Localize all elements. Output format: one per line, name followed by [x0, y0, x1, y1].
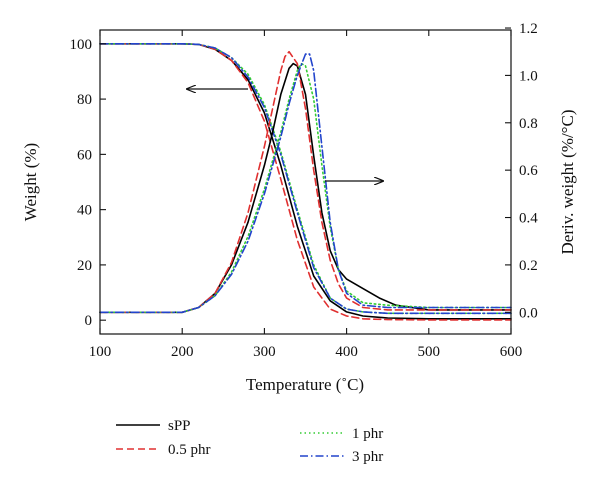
legend-item: 1 phr: [300, 426, 383, 442]
series-line-1-phr-weight: [99, 43, 512, 315]
legend-item: sPP: [116, 418, 191, 434]
x-axis-title: Temperature (˚C): [246, 375, 364, 394]
y-right-tick-label: 0.8: [519, 116, 538, 132]
tick-layer: 100 200 300 400 500 600 0 20 40 60 80 100 0.0 0.2 0.4 0…: [70, 21, 539, 360]
x-tick-label: 100: [89, 344, 112, 360]
y-right-tick-label: 0.6: [519, 163, 538, 179]
y-right-axis-title: Deriv. weight (%/°C): [558, 110, 577, 255]
y-right-tick-label: 1.0: [519, 68, 538, 84]
series-line-3-phr-derivative: [99, 53, 512, 314]
y-right-tick-label: 0.2: [519, 258, 538, 274]
series-line-0-5-phr-weight: [99, 43, 512, 321]
legend-item: 0.5 phr: [116, 442, 211, 458]
legend-item: 3 phr: [300, 449, 383, 465]
y-left-tick-label: 100: [70, 37, 93, 53]
y-right-tick-label: 1.2: [519, 21, 538, 37]
series-line-1-phr-derivative: [99, 62, 512, 314]
y-left-tick-label: 80: [77, 92, 92, 108]
annotation-arrows: [187, 89, 383, 181]
x-tick-label: 400: [335, 344, 358, 360]
x-tick-label: 500: [418, 344, 441, 360]
legend-label: 1 phr: [352, 426, 383, 442]
y-left-tick-label: 20: [77, 258, 92, 274]
y-right-tick-label: 0.0: [519, 305, 538, 321]
series-layer: [99, 43, 512, 321]
plot-frame: [99, 29, 512, 335]
y-left-tick-label: 60: [77, 147, 92, 163]
series-line-3-phr-weight: [99, 43, 512, 315]
y-right-tick-label: 0.4: [519, 211, 538, 227]
x-tick-label: 300: [253, 344, 276, 360]
y-left-tick-label: 40: [77, 203, 92, 219]
series-line-spp-derivative: [99, 62, 512, 314]
legend: sPP 0.5 phr 1 phr 3 phr: [116, 418, 383, 465]
x-tick-label: 600: [500, 344, 523, 360]
series-line-0-5-phr-derivative: [99, 50, 512, 314]
series-line-spp-weight: [99, 43, 512, 320]
y-left-tick-label: 0: [85, 313, 93, 329]
y-left-axis-title: Weight (%): [21, 143, 40, 221]
legend-label: 0.5 phr: [168, 442, 211, 458]
legend-label: 3 phr: [352, 449, 383, 465]
legend-label: sPP: [168, 418, 191, 434]
x-tick-label: 200: [171, 344, 194, 360]
